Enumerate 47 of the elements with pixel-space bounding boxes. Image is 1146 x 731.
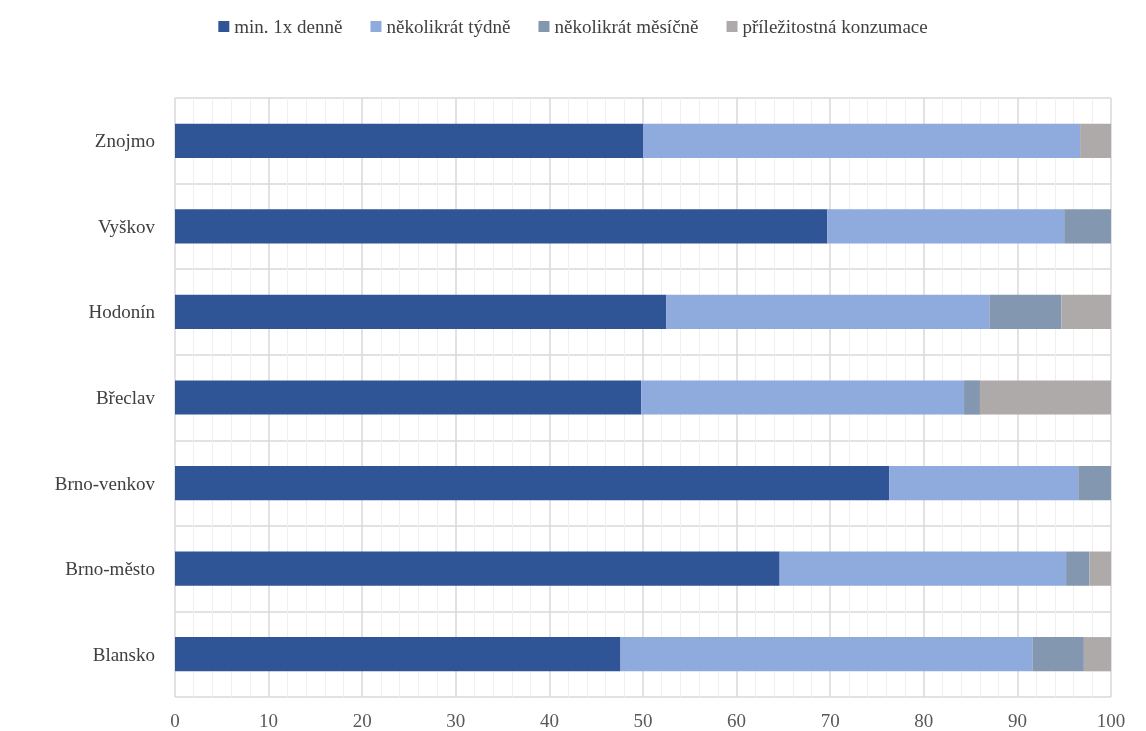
bar	[1083, 637, 1111, 672]
bar	[175, 123, 643, 158]
y-tick-label: Hodonín	[88, 301, 156, 323]
x-tick-label: 90	[1007, 710, 1027, 731]
bar	[779, 551, 1067, 586]
y-tick-label: Brno-město	[65, 558, 155, 580]
bar	[989, 294, 1062, 330]
bar	[1066, 551, 1090, 586]
y-tick-label: Vyškov	[97, 215, 156, 237]
bar	[643, 123, 1081, 158]
bar	[620, 637, 1033, 672]
bar	[175, 380, 642, 415]
bar	[666, 294, 990, 330]
legend-label: příležitostná konzumace	[742, 16, 928, 37]
x-tick-label: 10	[259, 710, 279, 731]
x-tick-label: 70	[820, 710, 840, 731]
bar	[1061, 294, 1111, 330]
bar	[175, 551, 780, 586]
x-tick-label: 0	[170, 710, 180, 731]
x-tick-label: 100	[1096, 710, 1126, 731]
legend-label: několikrát týdně	[386, 16, 511, 37]
legend-label: min. 1x denně	[234, 16, 343, 37]
bar	[827, 209, 1065, 244]
bar	[175, 637, 621, 672]
y-tick-label: Blansko	[92, 643, 155, 665]
x-tick-label: 50	[633, 710, 653, 731]
x-tick-label: 40	[539, 710, 559, 731]
x-tick-label: 60	[727, 710, 747, 731]
bar	[889, 465, 1079, 501]
bar	[1032, 637, 1084, 672]
y-tick-label: Znojmo	[94, 130, 155, 152]
x-tick-label: 30	[446, 710, 466, 731]
x-tick-label: 80	[914, 710, 934, 731]
bar	[1064, 209, 1111, 244]
bar	[1089, 551, 1111, 586]
bar	[175, 465, 890, 501]
bar	[964, 380, 980, 415]
legend-label: několikrát měsíčně	[554, 16, 699, 37]
y-tick-label: Břeclav	[95, 387, 156, 408]
bar	[1080, 123, 1111, 158]
bar	[175, 294, 667, 330]
bar	[1078, 465, 1111, 501]
bar	[175, 209, 828, 244]
y-tick-label: Brno-venkov	[54, 472, 156, 494]
bar	[641, 380, 965, 415]
bar	[979, 380, 1111, 415]
x-tick-label: 20	[352, 710, 372, 731]
